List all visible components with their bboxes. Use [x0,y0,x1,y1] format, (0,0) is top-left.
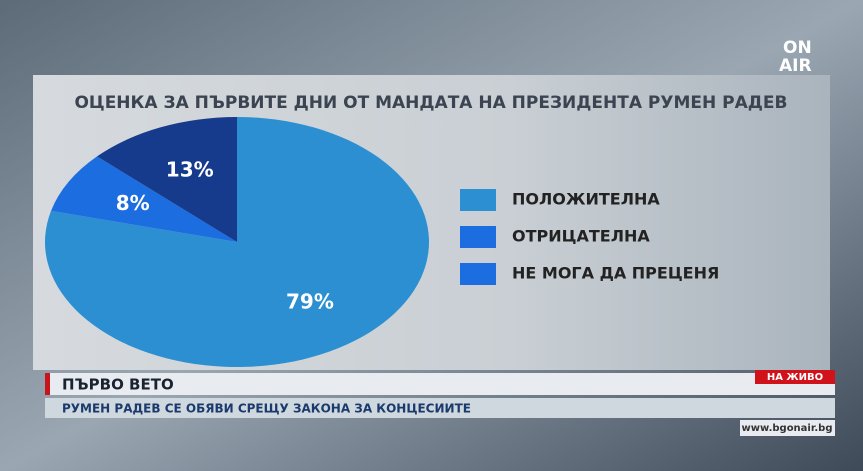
pie-slice [45,117,430,367]
legend-swatch [460,263,496,285]
legend-swatch [460,226,496,248]
live-label: НА ЖИВО [767,372,823,383]
pie-slice [97,117,237,242]
chart-title: ОЦЕНКА ЗА ПЪРВИТЕ ДНИ ОТ МАНДАТА НА ПРЕЗ… [74,93,787,113]
value-label: 8% [116,191,150,215]
accent [45,373,50,395]
pie-slice [51,156,238,242]
legend-label: ПОЛОЖИТЕЛНА [512,190,660,209]
headline: ПЪРВО ВЕТО [62,376,174,394]
subline: РУМЕН РАДЕВ СЕ ОБЯВИ СРЕЩУ ЗАКОНА ЗА КОН… [62,402,471,416]
value-label: 13% [166,157,214,181]
live-badge [755,370,835,384]
subline-bar [45,398,835,418]
logo: AIR [779,56,812,76]
legend-label: НЕ МОГА ДА ПРЕЦЕНЯ [512,264,719,283]
logo: ON [783,38,812,58]
legend-label: ОТРИЦАТЕЛНА [512,227,650,246]
headline-bar [45,373,835,395]
url-box [740,420,835,436]
legend-swatch [460,189,496,211]
url: www.bgonair.bg [742,423,833,434]
value-label: 79% [286,290,334,314]
